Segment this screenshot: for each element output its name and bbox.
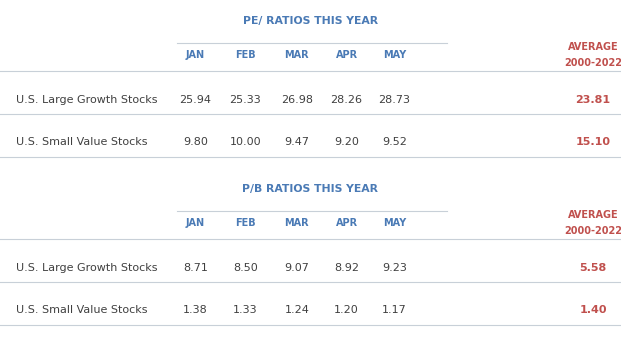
- Text: P/B RATIOS THIS YEAR: P/B RATIOS THIS YEAR: [242, 184, 379, 194]
- Text: MAY: MAY: [383, 218, 406, 228]
- Text: JAN: JAN: [186, 50, 205, 60]
- Text: AVERAGE: AVERAGE: [568, 42, 619, 52]
- Text: 28.73: 28.73: [378, 95, 410, 105]
- Text: FEB: FEB: [235, 50, 256, 60]
- Text: 1.24: 1.24: [284, 305, 309, 315]
- Text: 25.33: 25.33: [229, 95, 261, 105]
- Text: 1.38: 1.38: [183, 305, 208, 315]
- Text: 8.92: 8.92: [334, 263, 359, 273]
- Text: JAN: JAN: [186, 218, 205, 228]
- Text: U.S. Large Growth Stocks: U.S. Large Growth Stocks: [16, 95, 157, 105]
- Text: U.S. Small Value Stocks: U.S. Small Value Stocks: [16, 137, 147, 147]
- Text: 9.07: 9.07: [284, 263, 309, 273]
- Text: 1.20: 1.20: [334, 305, 359, 315]
- Text: MAR: MAR: [284, 50, 309, 60]
- Text: 10.00: 10.00: [230, 137, 261, 147]
- Text: MAY: MAY: [383, 50, 406, 60]
- Text: U.S. Small Value Stocks: U.S. Small Value Stocks: [16, 305, 147, 315]
- Text: APR: APR: [335, 50, 358, 60]
- Text: 9.80: 9.80: [183, 137, 208, 147]
- Text: 9.23: 9.23: [382, 263, 407, 273]
- Text: 15.10: 15.10: [576, 137, 610, 147]
- Text: 8.50: 8.50: [233, 263, 258, 273]
- Text: AVERAGE: AVERAGE: [568, 210, 619, 220]
- Text: 1.33: 1.33: [233, 305, 258, 315]
- Text: 5.58: 5.58: [579, 263, 607, 273]
- Text: APR: APR: [335, 218, 358, 228]
- Text: PE/ RATIOS THIS YEAR: PE/ RATIOS THIS YEAR: [243, 16, 378, 26]
- Text: U.S. Large Growth Stocks: U.S. Large Growth Stocks: [16, 263, 157, 273]
- Text: 9.20: 9.20: [334, 137, 359, 147]
- Text: 2000-2022: 2000-2022: [564, 226, 621, 236]
- Text: MAR: MAR: [284, 218, 309, 228]
- Text: 26.98: 26.98: [281, 95, 313, 105]
- Text: 1.17: 1.17: [382, 305, 407, 315]
- Text: 9.52: 9.52: [382, 137, 407, 147]
- Text: 8.71: 8.71: [183, 263, 208, 273]
- Text: 9.47: 9.47: [284, 137, 309, 147]
- Text: 23.81: 23.81: [576, 95, 610, 105]
- Text: 1.40: 1.40: [579, 305, 607, 315]
- Text: 28.26: 28.26: [330, 95, 363, 105]
- Text: FEB: FEB: [235, 218, 256, 228]
- Text: 2000-2022: 2000-2022: [564, 58, 621, 68]
- Text: 25.94: 25.94: [179, 95, 212, 105]
